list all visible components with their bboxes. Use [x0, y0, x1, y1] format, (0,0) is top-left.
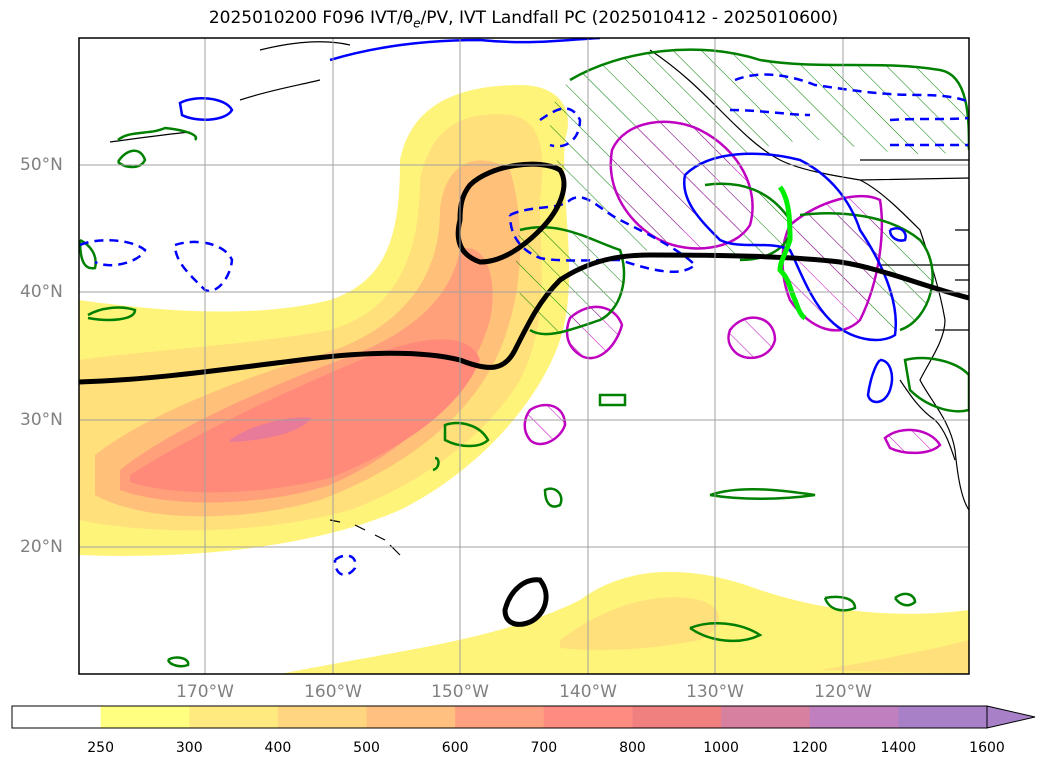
colorbar-segment [277, 706, 368, 728]
colorbar-segment [366, 706, 456, 728]
lon-label-170w: 170°W [176, 682, 234, 702]
map-title: 2025010200 F096 IVT/θe/PV, IVT Landfall … [0, 8, 1047, 30]
lat-label-30n: 30°N [20, 410, 63, 430]
colorbar-tick-label: 400 [264, 740, 292, 756]
lat-label-20n: 20°N [20, 537, 63, 557]
colorbar-segment [543, 706, 633, 728]
colorbar-segment [898, 706, 988, 728]
colorbar-tick-label: 1000 [703, 740, 739, 756]
colorbar-segment [455, 706, 545, 728]
title-part: 2025010200 F096 IVT/θ [208, 8, 414, 28]
map-layers [79, 38, 969, 674]
lon-label-160w: 160°W [304, 682, 362, 702]
colorbar-segment [12, 706, 102, 728]
pv-contours-solid [178, 38, 907, 404]
lon-label-150w: 150°W [431, 682, 489, 702]
colorbar [11, 705, 1036, 729]
lon-label-120w: 120°W [814, 682, 872, 702]
colorbar-tick-label: 250 [87, 740, 114, 756]
lat-label-50n: 50°N [20, 155, 63, 175]
colorbar-tick-label: 700 [530, 740, 558, 756]
colorbar-extend-arrow [986, 705, 1036, 729]
lat-label-40n: 40°N [20, 282, 63, 302]
colorbar-segment [632, 706, 722, 728]
ivt-fill [79, 85, 969, 674]
green-contours [79, 48, 969, 668]
colorbar-outline [11, 705, 988, 729]
gridlines [79, 38, 969, 674]
landfall-line [777, 185, 807, 321]
colorbar-segment [809, 706, 899, 728]
colorbar-tick-label: 1600 [969, 740, 1005, 756]
colorbar-segment [100, 706, 190, 728]
colorbar-segment [721, 706, 811, 728]
colorbar-tick-label: 300 [175, 740, 203, 756]
colorbar-tick-label: 1200 [791, 740, 828, 756]
title-subscript: e [413, 16, 421, 31]
lon-label-130w: 130°W [686, 682, 744, 702]
title-rest: /PV, IVT Landfall PC (2025010412 - 20250… [420, 8, 839, 28]
colorbar-tick-label: 800 [619, 740, 646, 756]
map-frame [78, 37, 970, 675]
colorbar-tick-label: 500 [353, 740, 380, 756]
pv-contours-dashed [79, 73, 969, 576]
colorbar-tick-label: 1400 [880, 740, 917, 756]
colorbar-tick-label: 600 [441, 740, 469, 756]
lon-label-140w: 140°W [559, 682, 617, 702]
coastline [109, 41, 969, 556]
colorbar-segment [189, 706, 279, 728]
